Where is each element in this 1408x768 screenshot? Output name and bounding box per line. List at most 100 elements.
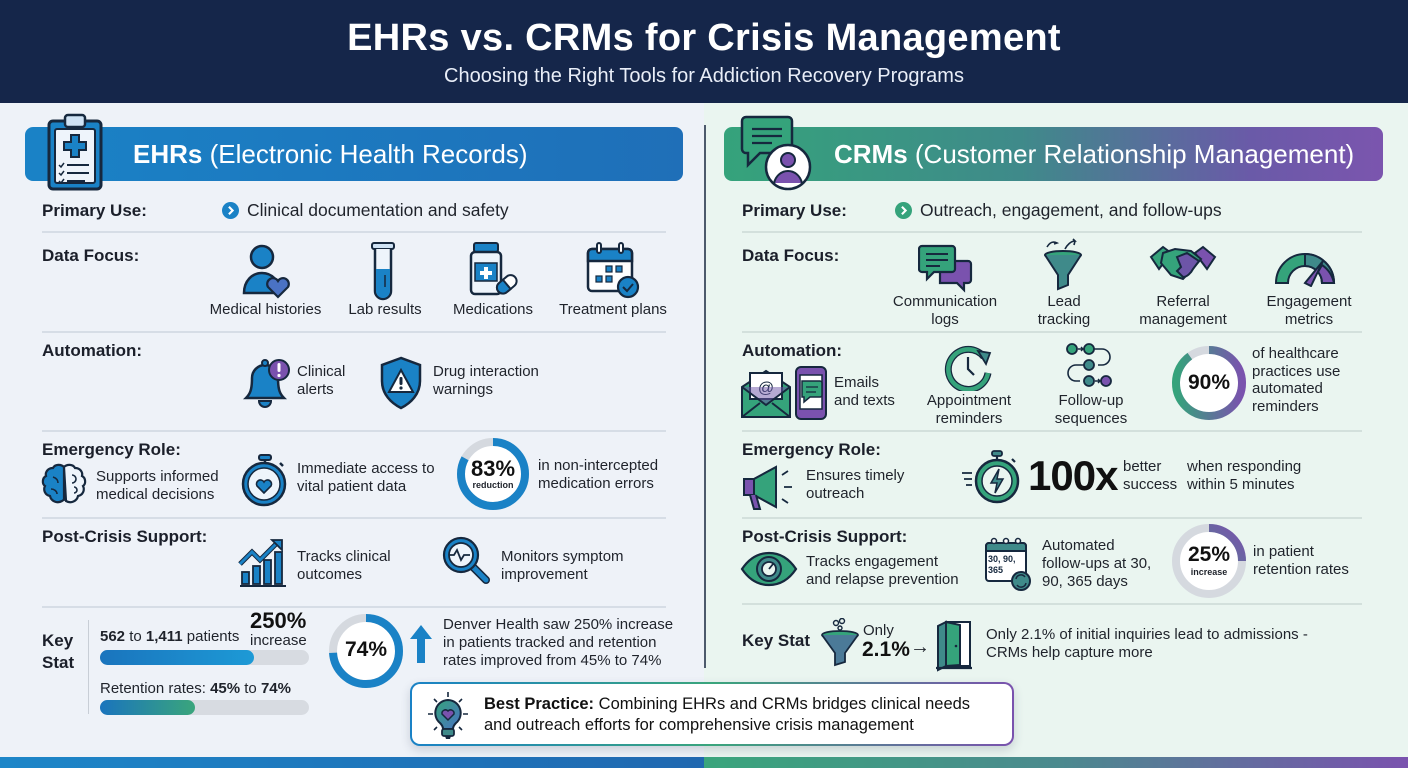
chevron-circle-icon: [222, 202, 239, 219]
row-divider: [742, 517, 1362, 519]
key-stat-separator: [88, 620, 89, 714]
crm-key-stat-arrow: →: [910, 636, 930, 658]
ehr-emergency-item-0: Supports informed medical decisions: [96, 468, 219, 503]
crm-data-focus-item-3: Engagement metrics: [1266, 293, 1352, 328]
patients-progress-fill: [100, 650, 254, 665]
chat-user-icon: [740, 115, 812, 191]
page-header: EHRs vs. CRMs for Crisis Management Choo…: [0, 0, 1408, 103]
crm-automation-item-0: Emails and texts: [834, 374, 895, 409]
stopwatch-lightning-icon: [962, 450, 1020, 504]
page-subtitle: Choosing the Right Tools for Addiction R…: [444, 65, 964, 87]
stopwatch-heart-icon: [241, 454, 287, 507]
row-divider: [42, 231, 666, 233]
crm-banner-title: CRMs: [834, 139, 908, 169]
crm-post-crisis-item-1: Automated follow-ups at 30, 90, 365 days: [1042, 537, 1152, 590]
crm-emergency-item-0: Ensures timely outreach: [806, 467, 905, 502]
donut-25-percent: [1172, 524, 1246, 598]
clipboard-medical-icon: [47, 113, 103, 191]
row-divider: [742, 603, 1362, 605]
ehr-increase-label: increase: [250, 632, 307, 649]
chevron-circle-icon: [895, 202, 912, 219]
row-divider: [742, 331, 1362, 333]
column-divider: [704, 125, 706, 668]
magnifier-pulse-icon: [442, 536, 490, 584]
crm-post-crisis-stat-sub: increase: [1190, 567, 1228, 577]
crm-emergency-stat-mid: better success: [1123, 458, 1178, 493]
retention-progress-bar: [100, 700, 309, 715]
crm-key-stat-label: Key Stat: [742, 631, 811, 650]
alert-bell-icon: [242, 359, 290, 408]
crm-emergency-label: Emergency Role:: [742, 440, 881, 459]
ehr-banner-title: EHRs: [133, 139, 203, 169]
crm-data-focus-item-1: Lead tracking: [1037, 293, 1091, 328]
donut-90-percent: [1172, 346, 1246, 420]
clock-refresh-icon: [944, 345, 992, 391]
lightbulb-heart-icon: [428, 692, 468, 739]
row-divider: [42, 331, 666, 333]
row-divider: [42, 430, 666, 432]
best-practice-text: Best Practice: Combining EHRs and CRMs b…: [484, 695, 971, 734]
crm-key-stat-value: 2.1%: [862, 638, 910, 661]
crm-automation-item-1: Appointment reminders: [926, 392, 1012, 427]
chat-bubbles-icon: [918, 244, 973, 293]
ehr-key-stat-desc: Denver Health saw 250% increase in patie…: [443, 616, 674, 669]
handshake-icon: [1149, 245, 1217, 281]
crm-key-stat-only: Only: [863, 622, 894, 639]
crm-banner: CRMs (Customer Relationship Management): [724, 127, 1383, 181]
ehr-retention-rates: Retention rates: 45% to 74%: [100, 680, 291, 697]
ehr-primary-use-value: Clinical documentation and safety: [247, 200, 509, 220]
ehr-patients-growth: 562 to 1,411 patients: [100, 628, 240, 645]
funnel-drops-icon: [821, 618, 859, 667]
crm-automation-label: Automation:: [742, 341, 843, 360]
sequence-flow-icon: [1066, 343, 1112, 387]
crm-panel: CRMs (Customer Relationship Management) …: [706, 103, 1408, 753]
crm-automation-item-2: Follow-up sequences: [1054, 392, 1128, 427]
megaphone-icon: [743, 465, 792, 510]
crm-data-focus-item-2: Referral management: [1139, 293, 1227, 328]
row-divider: [42, 606, 666, 608]
ehr-panel: EHRs (Electronic Health Records) Primary…: [0, 103, 704, 753]
ehr-automation-item-1: Drug interaction warnings: [433, 363, 539, 398]
ehr-banner-subtitle: (Electronic Health Records): [202, 139, 528, 169]
patient-heart-icon: [242, 244, 290, 299]
ehr-post-crisis-label: Post-Crisis Support:: [42, 527, 208, 546]
ehr-increase-value: 250%: [250, 608, 307, 633]
crm-data-focus-item-0: Communication logs: [892, 293, 998, 328]
crm-data-focus-label: Data Focus:: [742, 246, 840, 265]
growth-chart-icon: [238, 539, 286, 587]
warning-shield-icon: [380, 356, 422, 410]
row-divider: [42, 517, 666, 519]
crm-emergency-stat-desc: when responding within 5 minutes: [1187, 458, 1302, 493]
funnel-icon: [1044, 238, 1082, 291]
calendar-check-icon: [586, 242, 640, 299]
ehr-data-focus-label: Data Focus:: [42, 246, 140, 265]
ehr-emergency-stat-value: 83%: [470, 456, 516, 481]
footer-gradient-bar: [0, 757, 1408, 768]
row-divider: [742, 231, 1362, 233]
crm-post-crisis-stat-desc: in patient retention rates: [1253, 543, 1349, 578]
crm-banner-subtitle: (Customer Relationship Management): [907, 139, 1355, 169]
crm-post-crisis-item-0: Tracks engagement and relapse prevention: [806, 553, 959, 588]
patients-progress-bar: [100, 650, 309, 665]
crm-primary-use-value: Outreach, engagement, and follow-ups: [920, 200, 1222, 220]
ehr-banner: EHRs (Electronic Health Records): [25, 127, 683, 181]
ehr-emergency-label: Emergency Role:: [42, 440, 181, 459]
ehr-post-crisis-item-1: Monitors symptom improvement: [501, 548, 624, 583]
ehr-data-focus-label-2: Medications: [452, 301, 534, 318]
ehr-emergency-stat-desc: in non-intercepted medication errors: [538, 457, 659, 492]
crm-post-crisis-label: Post-Crisis Support:: [742, 527, 908, 546]
ehr-emergency-stat-sub: reduction: [472, 480, 514, 490]
best-practice-callout: Best Practice: Combining EHRs and CRMs b…: [410, 682, 1014, 746]
ehr-key-stat-label: Key Stat: [42, 631, 75, 672]
medication-bottle-icon: [469, 242, 518, 296]
crm-key-stat-desc: Only 2.1% of initial inquiries lead to a…: [986, 626, 1308, 661]
up-arrow-icon: [410, 625, 432, 663]
ehr-emergency-item-1: Immediate access to vital patient data: [297, 460, 435, 495]
page-title: EHRs vs. CRMs for Crisis Management: [347, 17, 1061, 59]
email-phone-icon: @: [741, 366, 827, 420]
crm-post-crisis-stat-value: 25%: [1187, 543, 1231, 566]
ehr-data-focus-label-3: Treatment plans: [559, 301, 667, 318]
donut-83-percent: [457, 438, 529, 510]
ehr-data-focus-label-0: Medical histories: [209, 301, 322, 318]
row-divider: [742, 430, 1362, 432]
